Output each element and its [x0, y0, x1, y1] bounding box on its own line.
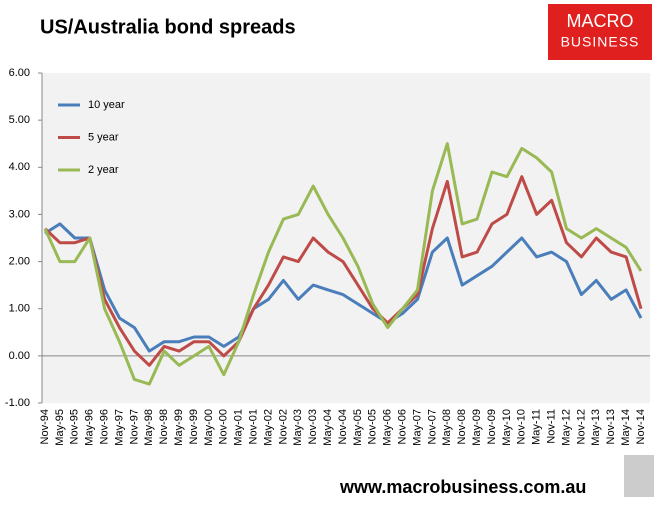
- x-tick-label: Nov-01: [248, 409, 260, 444]
- y-tick-label: 4.00: [9, 161, 30, 173]
- y-tick-label: 3.00: [9, 208, 30, 220]
- x-tick-label: Nov-09: [486, 409, 498, 444]
- logo-text: BUSINESS: [561, 34, 640, 50]
- x-tick-label: Nov-00: [218, 409, 230, 444]
- x-tick-label: May-95: [54, 409, 66, 446]
- legend-label: 10 year: [88, 99, 125, 111]
- x-tick-label: May-04: [322, 409, 334, 446]
- x-tick-label: Nov-97: [128, 409, 140, 444]
- x-tick-label: Nov-03: [307, 409, 319, 444]
- x-tick-label: May-00: [203, 409, 215, 446]
- logo-text: MACRO: [567, 11, 634, 31]
- x-tick-label: Nov-04: [337, 409, 349, 444]
- x-tick-label: May-05: [352, 409, 364, 446]
- x-tick-label: Nov-08: [456, 409, 468, 444]
- x-tick-label: Nov-10: [516, 409, 528, 444]
- x-tick-label: May-02: [262, 409, 274, 446]
- x-tick-label: May-14: [620, 409, 632, 446]
- x-tick-label: Nov-96: [99, 409, 111, 444]
- x-tick-label: Nov-07: [426, 409, 438, 444]
- x-tick-label: Nov-05: [367, 409, 379, 444]
- x-tick-label: May-03: [292, 409, 304, 446]
- x-tick-label: May-13: [590, 409, 602, 446]
- x-tick-label: May-07: [411, 409, 423, 446]
- legend-label: 2 year: [88, 164, 119, 176]
- y-tick-label: 6.00: [9, 67, 30, 79]
- legend-label: 5 year: [88, 131, 119, 143]
- x-tick-label: Nov-02: [277, 409, 289, 444]
- x-tick-label: May-99: [173, 409, 185, 446]
- y-tick-label: 2.00: [9, 255, 30, 267]
- x-tick-label: May-09: [471, 409, 483, 446]
- series-line: [43, 142, 643, 386]
- series-line: [43, 175, 643, 367]
- y-tick-label: -1.00: [5, 397, 30, 409]
- x-tick-label: Nov-94: [39, 409, 51, 444]
- x-tick-label: Nov-06: [397, 409, 409, 444]
- x-tick-label: Nov-11: [546, 409, 558, 444]
- y-tick-label: 0.00: [9, 350, 30, 362]
- x-tick-label: May-97: [113, 409, 125, 446]
- plot-area: [42, 73, 650, 403]
- x-tick-label: May-10: [501, 409, 513, 446]
- x-tick-label: Nov-99: [188, 409, 200, 444]
- x-tick-label: May-12: [560, 409, 572, 446]
- x-tick-label: Nov-98: [158, 409, 170, 444]
- y-tick-label: 5.00: [9, 114, 30, 126]
- footer: www.macrobusiness.com.au: [339, 477, 586, 497]
- logo-box: [548, 4, 652, 60]
- series-line: [44, 222, 643, 353]
- x-tick-label: May-98: [143, 409, 155, 446]
- x-tick-label: May-01: [233, 409, 245, 446]
- x-tick-label: Nov-14: [635, 409, 647, 444]
- x-tick-label: May-06: [382, 409, 394, 446]
- x-tick-label: Nov-13: [605, 409, 617, 444]
- chart-title: US/Australia bond spreads: [40, 16, 296, 38]
- x-tick-label: May-08: [441, 409, 453, 446]
- y-tick-label: 1.00: [9, 303, 30, 315]
- x-tick-label: May-11: [531, 409, 543, 445]
- logo-icon: [624, 455, 654, 497]
- x-tick-label: Nov-95: [69, 409, 81, 444]
- x-tick-label: May-96: [84, 409, 96, 446]
- x-tick-label: Nov-12: [575, 409, 587, 444]
